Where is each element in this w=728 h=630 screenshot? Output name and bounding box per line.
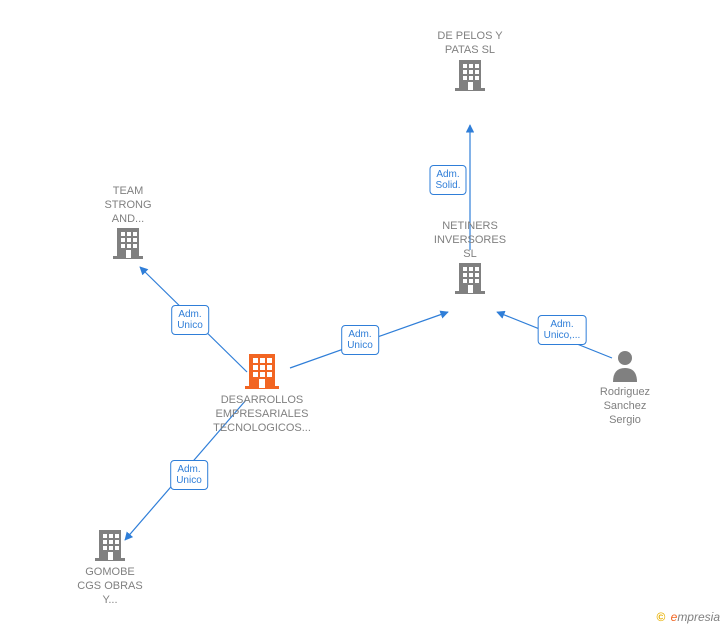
edge-label: Adm. Unico,... — [538, 315, 587, 345]
edge-label: Adm. Unico — [171, 305, 209, 335]
node-label: DESARROLLOS EMPRESARIALES TECNOLOGICOS..… — [200, 394, 324, 435]
node-label: GOMOBE CGS OBRAS Y... — [68, 566, 152, 607]
building-icon — [245, 352, 279, 390]
brand-name: mpresia — [677, 610, 720, 624]
node-netiners[interactable]: NETINERS INVERSORES SL — [422, 220, 518, 299]
node-team[interactable]: TEAM STRONG AND... — [90, 185, 166, 264]
node-gomobe[interactable]: GOMOBE CGS OBRAS Y... — [68, 528, 152, 607]
node-label: DE PELOS Y PATAS SL — [420, 30, 520, 58]
building-icon — [455, 58, 485, 92]
edge-label: Adm. Solid. — [429, 165, 466, 195]
building-icon — [113, 226, 143, 260]
edge-label: Adm. Unico — [170, 460, 208, 490]
node-label: NETINERS INVERSORES SL — [422, 220, 518, 261]
watermark: © empresia — [656, 610, 720, 624]
diagram-canvas: Adm. Solid. Adm. Unico Adm. Unico Adm. U… — [0, 0, 728, 630]
building-icon — [455, 261, 485, 295]
node-desarrollos[interactable]: DESARROLLOS EMPRESARIALES TECNOLOGICOS..… — [200, 352, 324, 435]
copyright-symbol: © — [656, 610, 665, 624]
edge-label: Adm. Unico — [341, 325, 379, 355]
node-rodriguez[interactable]: Rodriguez Sanchez Sergio — [588, 348, 662, 427]
building-icon — [95, 528, 125, 562]
node-label: Rodriguez Sanchez Sergio — [588, 386, 662, 427]
person-icon — [610, 348, 640, 382]
node-depelos[interactable]: DE PELOS Y PATAS SL — [420, 30, 520, 96]
node-label: TEAM STRONG AND... — [90, 185, 166, 226]
